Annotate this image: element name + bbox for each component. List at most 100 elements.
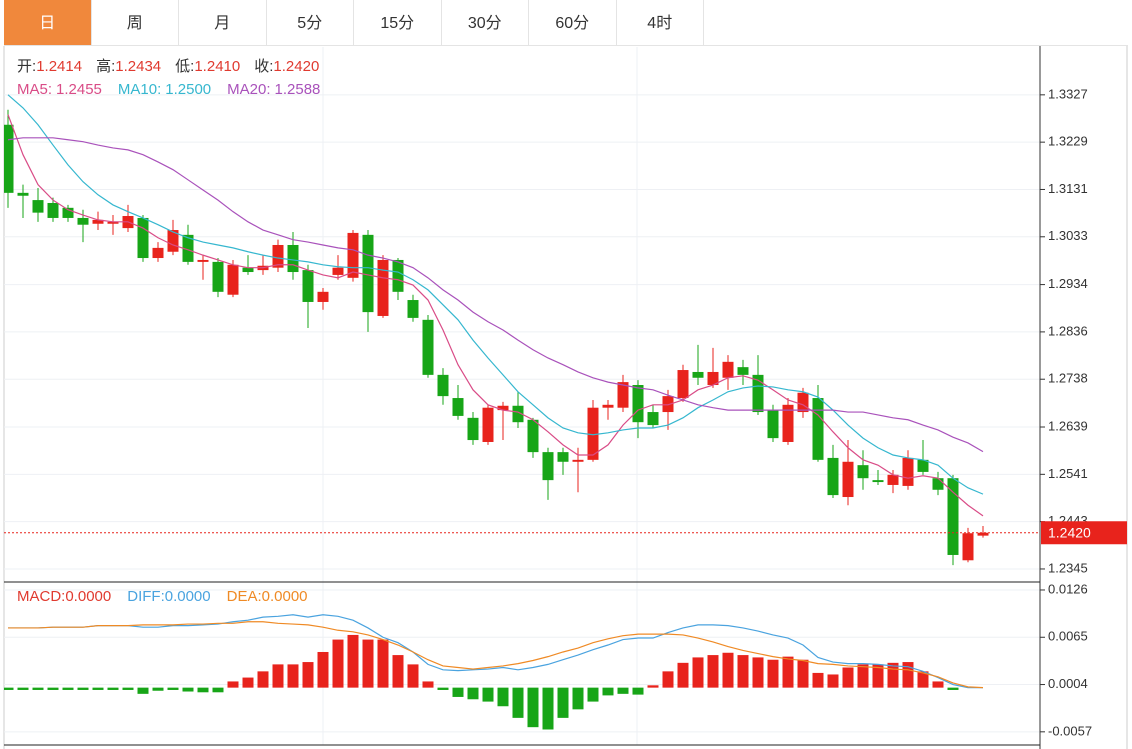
ohlc-sep: : (32, 58, 36, 75)
y-tick-label: 1.2738 (1048, 371, 1088, 386)
candle-body (662, 396, 674, 413)
macd-bar (722, 652, 734, 688)
candle-body (152, 247, 164, 259)
macd-bar (542, 687, 554, 730)
macd-bar (857, 664, 869, 688)
macd-bar (812, 672, 824, 688)
candle-body (542, 452, 554, 481)
candle-body (782, 404, 794, 442)
candle-body (917, 459, 929, 472)
plot (4, 94, 989, 566)
macd-bar (92, 687, 104, 690)
y-tick-label: 0.0126 (1048, 581, 1088, 596)
candle-body (677, 370, 689, 399)
candle-body (827, 457, 839, 496)
candle-body (752, 374, 764, 413)
macd-bar (602, 687, 614, 696)
macd-bar (77, 687, 89, 690)
candle-body (587, 407, 599, 460)
ohlc-sep: : (111, 58, 115, 75)
macd-bar (47, 687, 59, 690)
legend-sep: : (61, 588, 65, 605)
candle-body (317, 291, 329, 302)
candle-body (242, 267, 254, 273)
y-tick-label: 1.3327 (1048, 86, 1088, 101)
candle-body (947, 478, 959, 555)
period-tab[interactable]: 日 (4, 0, 92, 45)
macd-line (8, 621, 984, 689)
macd-bar (332, 639, 344, 688)
candle-body (422, 319, 434, 375)
macd-bar (407, 664, 419, 688)
period-tab[interactable]: 30分 (442, 0, 529, 45)
candle-body (632, 385, 644, 423)
macd-bar (32, 687, 44, 690)
candle-body (182, 234, 194, 262)
macd-bar (617, 687, 629, 694)
candle-body (482, 407, 494, 442)
macd-bar (932, 681, 944, 688)
candle-body (527, 419, 539, 453)
candle-body (302, 270, 314, 302)
legend: MA5: 1.2455 MA10: 1.2500 MA20: 1.2588 (17, 81, 320, 98)
ohlc-label: 高 (96, 58, 111, 75)
legend-value: 1.2500 (165, 81, 211, 98)
candle-body (962, 533, 974, 561)
period-tab[interactable]: 5分 (267, 0, 354, 45)
macd-bar (452, 687, 464, 697)
plot (4, 614, 984, 730)
macd-bar (827, 674, 839, 688)
candle-body (887, 474, 899, 485)
period-tab[interactable]: 4时 (617, 0, 704, 45)
candle-body (32, 200, 44, 213)
legend-sep: : (161, 588, 165, 605)
macd-bar (557, 687, 569, 718)
macd-bar (437, 687, 449, 690)
period-tab[interactable]: 15分 (354, 0, 442, 45)
macd-bar (677, 662, 689, 688)
macd-bar (707, 655, 719, 688)
ohlc-value: 1.2410 (194, 58, 240, 75)
candle-body (617, 382, 629, 408)
legend-sep: : (266, 81, 270, 98)
macd-bar (737, 655, 749, 688)
period-tab[interactable]: 月 (179, 0, 267, 45)
y-tick-label: 1.2345 (1048, 560, 1088, 575)
plot-layer: 1.3327 1.3229 1.3131 1.3033 1.2934 1.2836 1.27… (4, 58, 1127, 738)
macd-bar (167, 687, 179, 690)
candle-body (497, 405, 509, 411)
y-tick-label: 1.2836 (1048, 323, 1088, 338)
period-tab[interactable]: 周 (92, 0, 179, 45)
legend-name: MA10 (118, 81, 157, 98)
candle-body (572, 459, 584, 462)
candle-body (812, 398, 824, 460)
macd-bar (587, 687, 599, 702)
ohlc-sep: : (190, 58, 194, 75)
last-price-label: 1.2420 (1048, 524, 1091, 540)
period-tab[interactable]: 60分 (529, 0, 617, 45)
macd-bar (947, 687, 959, 690)
candle-body (92, 219, 104, 224)
macd-bar (632, 687, 644, 695)
y-tick-label: -0.0057 (1048, 723, 1092, 738)
candle-body (167, 230, 179, 252)
macd-bar (902, 662, 914, 688)
ohlc-header: 开:1.2414 高:1.2434 低:1.2410 收:1.2420 (17, 58, 319, 75)
ohlc-label: 低 (175, 58, 190, 75)
macd-bar (212, 687, 224, 693)
candle-body (977, 532, 989, 536)
legend-name: MA5 (17, 81, 48, 98)
candle-body (647, 412, 659, 426)
macd-bar (887, 662, 899, 688)
candle-body (17, 192, 29, 196)
macd-bar (362, 639, 374, 688)
y-tick-label: 0.0065 (1048, 629, 1088, 644)
legend-sep: : (157, 81, 161, 98)
ohlc-label: 开 (17, 58, 32, 75)
candle-body (842, 461, 854, 498)
candle-body (857, 465, 869, 479)
candle-body (377, 259, 389, 316)
candle-body (557, 452, 569, 462)
macd-bar (137, 687, 149, 694)
candle-body (272, 244, 284, 268)
